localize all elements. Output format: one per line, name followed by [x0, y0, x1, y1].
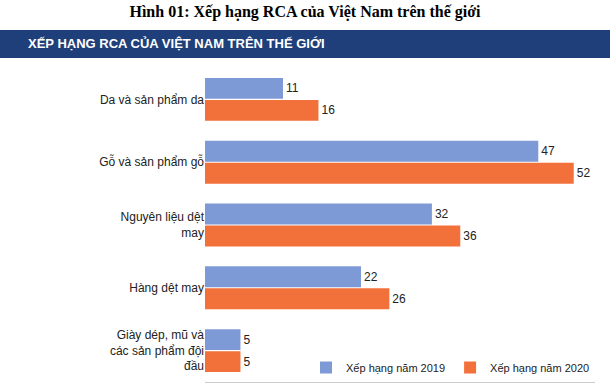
svg-text:36: 36 [463, 229, 477, 243]
svg-text:Da và sản phẩm da: Da và sản phẩm da [100, 93, 204, 107]
svg-text:22: 22 [364, 270, 378, 284]
svg-text:Giày dép, mũ vàcác sản phẩm độ: Giày dép, mũ vàcác sản phẩm độiđầu [110, 328, 204, 373]
svg-text:11: 11 [286, 81, 299, 95]
svg-text:Xếp hạng năm 2020: Xếp hạng năm 2020 [490, 362, 589, 374]
svg-text:5: 5 [243, 333, 250, 347]
svg-text:16: 16 [321, 103, 335, 117]
svg-text:5: 5 [243, 355, 250, 369]
svg-text:Nguyên liệu dệtmay: Nguyên liệu dệtmay [121, 210, 205, 240]
svg-text:52: 52 [577, 166, 591, 180]
svg-text:XẾP HẠNG RCA CỦA VIỆT NAM TRÊN: XẾP HẠNG RCA CỦA VIỆT NAM TRÊN THẾ GIỚI [28, 36, 325, 51]
svg-text:Hàng dệt may: Hàng dệt may [129, 281, 204, 295]
svg-text:32: 32 [435, 207, 449, 221]
svg-text:47: 47 [541, 144, 555, 158]
svg-text:Hình 01: Xếp hạng RCA của Việt: Hình 01: Xếp hạng RCA của Việt Nam trên … [129, 3, 481, 21]
svg-text:26: 26 [392, 292, 406, 306]
svg-text:Gỗ và sản phẩm gỗ: Gỗ và sản phẩm gỗ [99, 154, 204, 169]
svg-text:Xếp hạng năm 2019: Xếp hạng năm 2019 [346, 362, 445, 374]
